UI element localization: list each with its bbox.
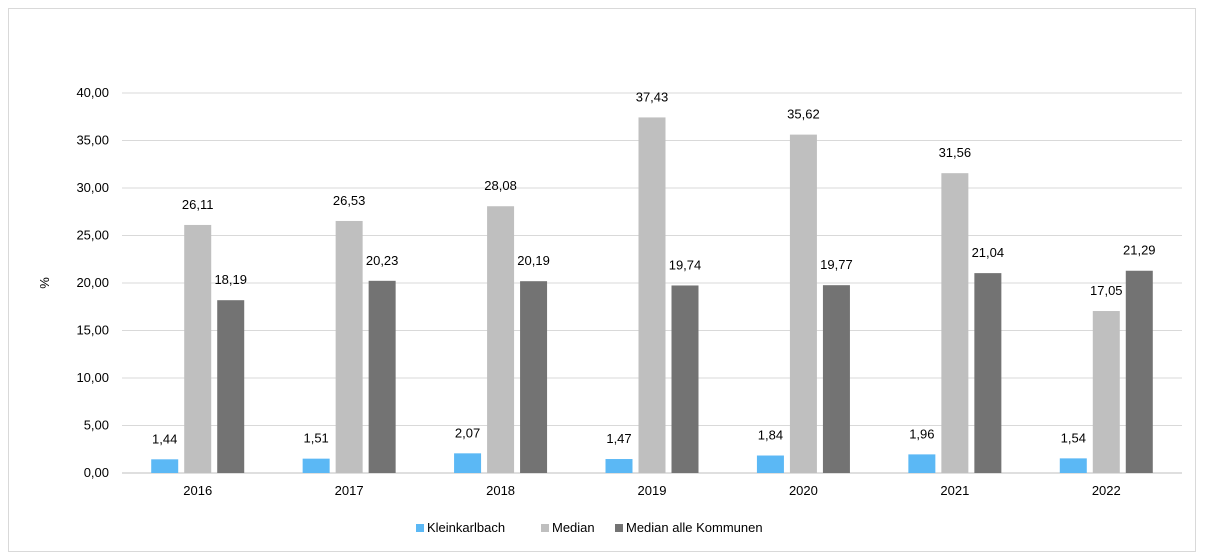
data-label: 21,04	[972, 245, 1005, 260]
y-tick-label: 25,00	[76, 228, 109, 243]
data-label: 1,96	[909, 426, 934, 441]
legend-swatch	[541, 524, 549, 532]
data-label: 2,07	[455, 425, 480, 440]
x-tick-label: 2021	[940, 483, 969, 498]
bar-kleinkarlbach-2016	[151, 459, 179, 473]
bar-median-alle-kommunen-2021	[974, 273, 1002, 473]
data-label: 1,44	[152, 431, 177, 446]
bar-kleinkarlbach-2020	[756, 455, 784, 473]
y-tick-label: 10,00	[76, 370, 109, 385]
data-label: 37,43	[636, 89, 669, 104]
data-label: 1,54	[1061, 430, 1086, 445]
bar-median-alle-kommunen-2020	[822, 285, 850, 473]
y-tick-label: 5,00	[84, 418, 109, 433]
legend: Kleinkarlbach Median Median alle Kommunen	[416, 520, 763, 535]
x-tick-label: 2017	[335, 483, 364, 498]
data-label: 18,19	[214, 272, 247, 287]
data-label: 31,56	[939, 145, 972, 160]
y-axis-label: %	[37, 277, 52, 289]
bar-median-2017	[335, 220, 363, 473]
data-label: 28,08	[484, 178, 517, 193]
bar-median-2018	[487, 206, 515, 474]
legend-label: Median alle Kommunen	[626, 520, 763, 535]
data-label: 35,62	[787, 107, 820, 122]
bar-median-2016	[184, 224, 212, 473]
bar-median-alle-kommunen-2016	[217, 300, 245, 473]
bar-kleinkarlbach-2017	[302, 458, 330, 473]
x-tick-label: 2018	[486, 483, 515, 498]
bar-median-alle-kommunen-2017	[368, 280, 396, 473]
x-tick-label: 2019	[638, 483, 667, 498]
bar-kleinkarlbach-2019	[605, 459, 633, 473]
legend-swatch	[416, 524, 424, 532]
bar-kleinkarlbach-2022	[1059, 458, 1087, 473]
bar-median-2019	[638, 117, 666, 473]
data-label: 21,29	[1123, 243, 1156, 258]
data-labels: 1,44 26,11 18,19 1,51 26,53 20,23 2,07 28,08 20,…	[152, 89, 1156, 446]
bar-median-2021	[941, 173, 969, 473]
data-label: 19,77	[820, 257, 853, 272]
bars	[151, 117, 1153, 474]
data-label: 20,23	[366, 253, 399, 268]
legend-label: Kleinkarlbach	[427, 520, 505, 535]
data-label: 20,19	[517, 253, 550, 268]
x-axis-ticks: 2016 2017 2018 2019 2020 2021 2022	[183, 483, 1120, 498]
y-tick-label: 15,00	[76, 323, 109, 338]
y-tick-label: 35,00	[76, 133, 109, 148]
y-axis-ticks: 0,00 5,00 10,00 15,00 20,00 25,00 30,00 35,00 40…	[76, 85, 109, 480]
x-tick-label: 2020	[789, 483, 818, 498]
bar-median-alle-kommunen-2018	[520, 281, 548, 473]
x-tick-label: 2022	[1092, 483, 1121, 498]
data-label: 26,11	[182, 197, 214, 212]
x-tick-label: 2016	[183, 483, 212, 498]
y-tick-label: 0,00	[84, 465, 109, 480]
data-label: 1,47	[606, 431, 631, 446]
bar-median-alle-kommunen-2022	[1125, 270, 1153, 473]
bar-median-alle-kommunen-2019	[671, 285, 699, 473]
bar-kleinkarlbach-2021	[908, 454, 936, 473]
data-label: 1,84	[758, 428, 783, 443]
y-tick-label: 40,00	[76, 85, 109, 100]
data-label: 1,51	[303, 431, 328, 446]
bar-median-2020	[789, 134, 817, 474]
chart-frame: % 0,00 5,00 10,00 15,00 20,00 25,00 30,00 35,00…	[8, 8, 1196, 552]
data-label: 26,53	[333, 193, 366, 208]
y-tick-label: 30,00	[76, 180, 109, 195]
legend-label: Median	[552, 520, 595, 535]
y-tick-label: 20,00	[76, 275, 109, 290]
bar-chart: % 0,00 5,00 10,00 15,00 20,00 25,00 30,00 35,00…	[37, 85, 1182, 535]
bar-median-2022	[1092, 311, 1120, 473]
bar-kleinkarlbach-2018	[454, 453, 482, 473]
data-label: 19,74	[669, 257, 702, 272]
legend-swatch	[615, 524, 623, 532]
data-label: 17,05	[1090, 283, 1123, 298]
